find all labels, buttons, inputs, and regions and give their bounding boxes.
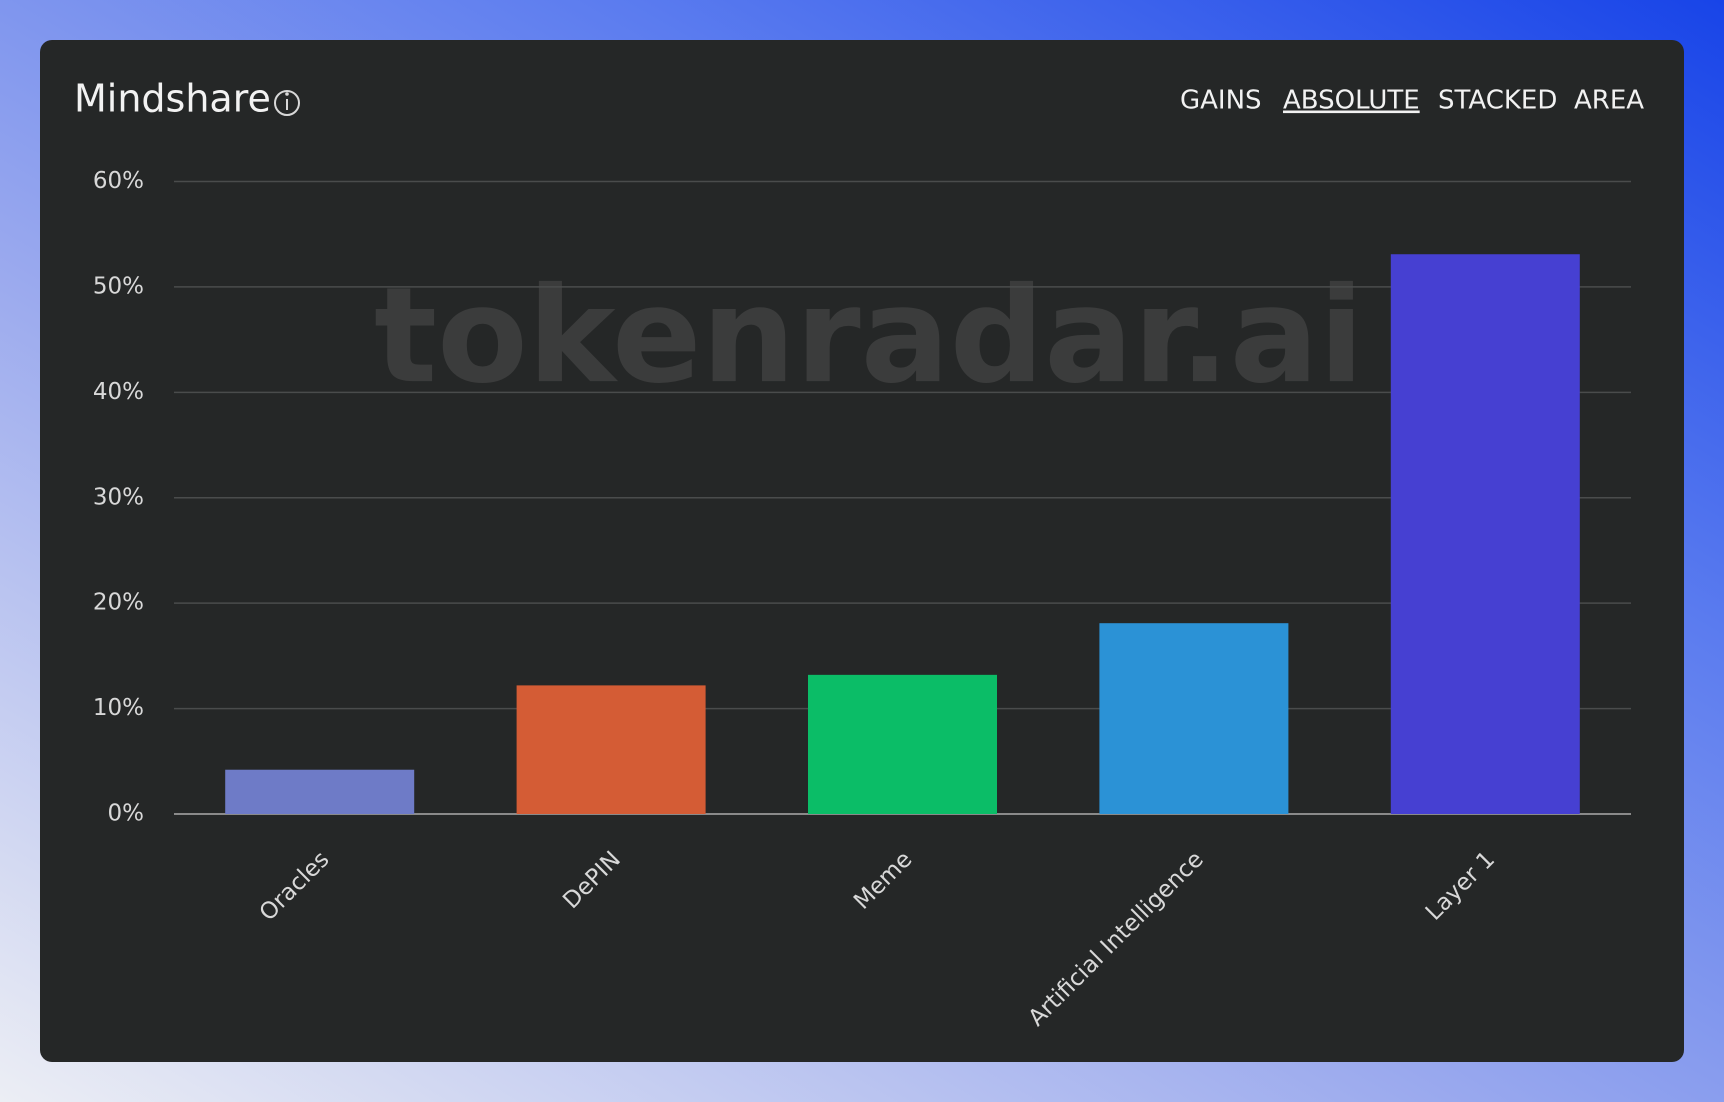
- y-tick-label: 40%: [93, 379, 144, 405]
- bar: [516, 685, 706, 814]
- y-tick-label: 10%: [93, 695, 144, 721]
- tab[interactable]: GAINS: [1180, 86, 1262, 116]
- y-tick-label: 20%: [93, 590, 144, 616]
- bar: [1099, 623, 1289, 814]
- tab[interactable]: AREA: [1574, 86, 1644, 116]
- chart-title: Mindshare: [74, 77, 271, 121]
- y-tick-label: 0%: [108, 801, 145, 827]
- y-tick-label: 30%: [93, 484, 144, 510]
- watermark: tokenradar.ai: [374, 259, 1364, 413]
- info-icon[interactable]: [274, 90, 300, 116]
- bar: [808, 674, 997, 814]
- bar: [225, 769, 415, 814]
- y-tick-label: 60%: [93, 168, 144, 194]
- tab[interactable]: STACKED: [1438, 86, 1557, 116]
- tab[interactable]: ABSOLUTE: [1283, 86, 1420, 116]
- y-tick-label: 50%: [93, 273, 144, 299]
- bar: [1390, 254, 1580, 815]
